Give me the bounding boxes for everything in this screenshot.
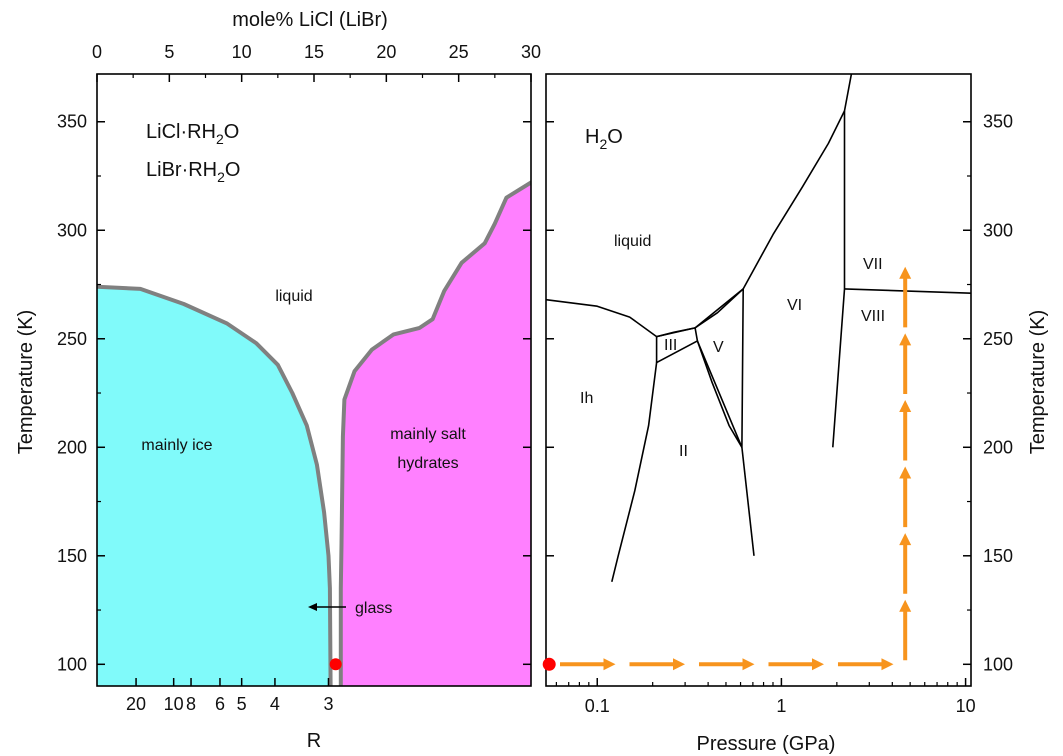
- right-y-tick-label: 200: [983, 437, 1013, 457]
- bottom-r-tick-label: 5: [237, 694, 247, 714]
- path-arrowhead: [881, 658, 894, 671]
- path-arrowhead: [742, 658, 755, 671]
- path-arrowhead: [899, 466, 912, 479]
- phase-viii-label: VIII: [861, 308, 885, 325]
- phase-boundary-line: [844, 288, 972, 294]
- path-arrowhead: [899, 266, 912, 279]
- right-phase-boundaries: [545, 73, 972, 582]
- x-tick-label: 1: [776, 696, 786, 716]
- region-mainly-ice: [97, 286, 331, 686]
- right-liquid-label: liquid: [614, 233, 651, 250]
- path-arrowhead: [899, 333, 912, 346]
- bottom-r-tick-label: 6: [215, 694, 225, 714]
- phase-vii-label: VII: [863, 256, 883, 273]
- left-y-tick-label: 150: [57, 546, 87, 566]
- top-tick-label: 25: [449, 42, 469, 62]
- boundary-mainly-salt-hydrates: [338, 180, 531, 686]
- right-red-marker: [542, 657, 556, 671]
- bottom-r-tick-label: 3: [323, 694, 333, 714]
- mainly-ice-label: mainly ice: [141, 437, 212, 454]
- top-tick-label: 30: [521, 42, 541, 62]
- right-y-tick-label: 250: [983, 329, 1013, 349]
- left-y-tick-label: 100: [57, 654, 87, 674]
- formula-licl-hydrate: LiCl·RH2O: [146, 121, 239, 147]
- right-x-axis-title: Pressure (GPa): [697, 733, 836, 755]
- glass-label: glass: [355, 600, 392, 617]
- bottom-r-tick-label: 8: [186, 694, 196, 714]
- top-tick-label: 10: [232, 42, 252, 62]
- x-tick-label: 10: [956, 696, 976, 716]
- right-plot-frame: [545, 73, 972, 687]
- path-arrowhead: [899, 599, 912, 612]
- phase-ih-label: Ih: [580, 390, 593, 407]
- top-tick-label: 5: [164, 42, 174, 62]
- phase-boundary-line: [742, 73, 853, 290]
- bottom-r-tick-label: 4: [270, 694, 280, 714]
- left-y-axis-title: Temperature (K): [15, 310, 37, 455]
- phase-v-label: V: [713, 339, 724, 356]
- glass-arrow: [308, 603, 346, 611]
- hydrates-label: hydrates: [397, 455, 458, 472]
- right-axis-ticks: 100 150 200 250 300 350 0.1 1 10: [546, 112, 1013, 716]
- top-tick-label: 15: [304, 42, 324, 62]
- left-y-tick-label: 350: [57, 112, 87, 132]
- path-arrowhead: [672, 658, 685, 671]
- phase-boundary-line: [545, 298, 658, 338]
- phase-boundary-line: [832, 110, 846, 448]
- bottom-r-tick-label: 20: [126, 694, 146, 714]
- path-arrowhead: [899, 399, 912, 412]
- phase-iii-label: III: [664, 337, 677, 354]
- x-tick-label: 0.1: [585, 696, 610, 716]
- phase-boundary-line: [611, 362, 658, 582]
- phase-boundary-line: [694, 288, 744, 449]
- left-y-tick-label: 300: [57, 220, 87, 240]
- path-arrowhead: [899, 533, 912, 546]
- left-liquid-label: liquid: [275, 288, 312, 305]
- right-y-tick-label: 300: [983, 220, 1013, 240]
- path-arrowhead: [603, 658, 616, 671]
- pressure-path-arrows: [560, 266, 912, 671]
- right-y-tick-label: 100: [983, 654, 1013, 674]
- top-tick-label: 0: [92, 42, 102, 62]
- region-mainly-salt-hydrates: [340, 182, 531, 686]
- top-tick-label: 20: [376, 42, 396, 62]
- phase-ii-label: II: [679, 443, 688, 460]
- phase-boundary-line: [741, 447, 755, 556]
- path-arrowhead: [811, 658, 824, 671]
- phase-boundary-line: [656, 288, 744, 338]
- left-regions: [97, 180, 531, 686]
- mainly-salt-label: mainly salt: [390, 426, 466, 443]
- right-y-tick-label: 150: [983, 546, 1013, 566]
- left-red-marker: [329, 658, 342, 671]
- bottom-left-axis-title: R: [307, 730, 321, 752]
- formula-libr-hydrate: LiBr·RH2O: [146, 159, 240, 185]
- right-y-tick-label: 350: [983, 112, 1013, 132]
- left-y-tick-label: 200: [57, 437, 87, 457]
- right-panel: 100 150 200 250 300 350 0.1 1 10 Temperature (K)…: [542, 73, 1049, 755]
- bottom-r-tick-label: 10: [164, 694, 184, 714]
- top-axis-title: mole% LiCl (LiBr): [232, 9, 388, 31]
- phase-boundary-line: [696, 340, 743, 448]
- boundary-mainly-ice: [97, 284, 333, 686]
- left-y-tick-label: 250: [57, 329, 87, 349]
- h2o-title: H2O: [585, 126, 623, 152]
- right-y-axis-title: Temperature (K): [1027, 310, 1049, 455]
- phase-vi-label: VI: [787, 297, 802, 314]
